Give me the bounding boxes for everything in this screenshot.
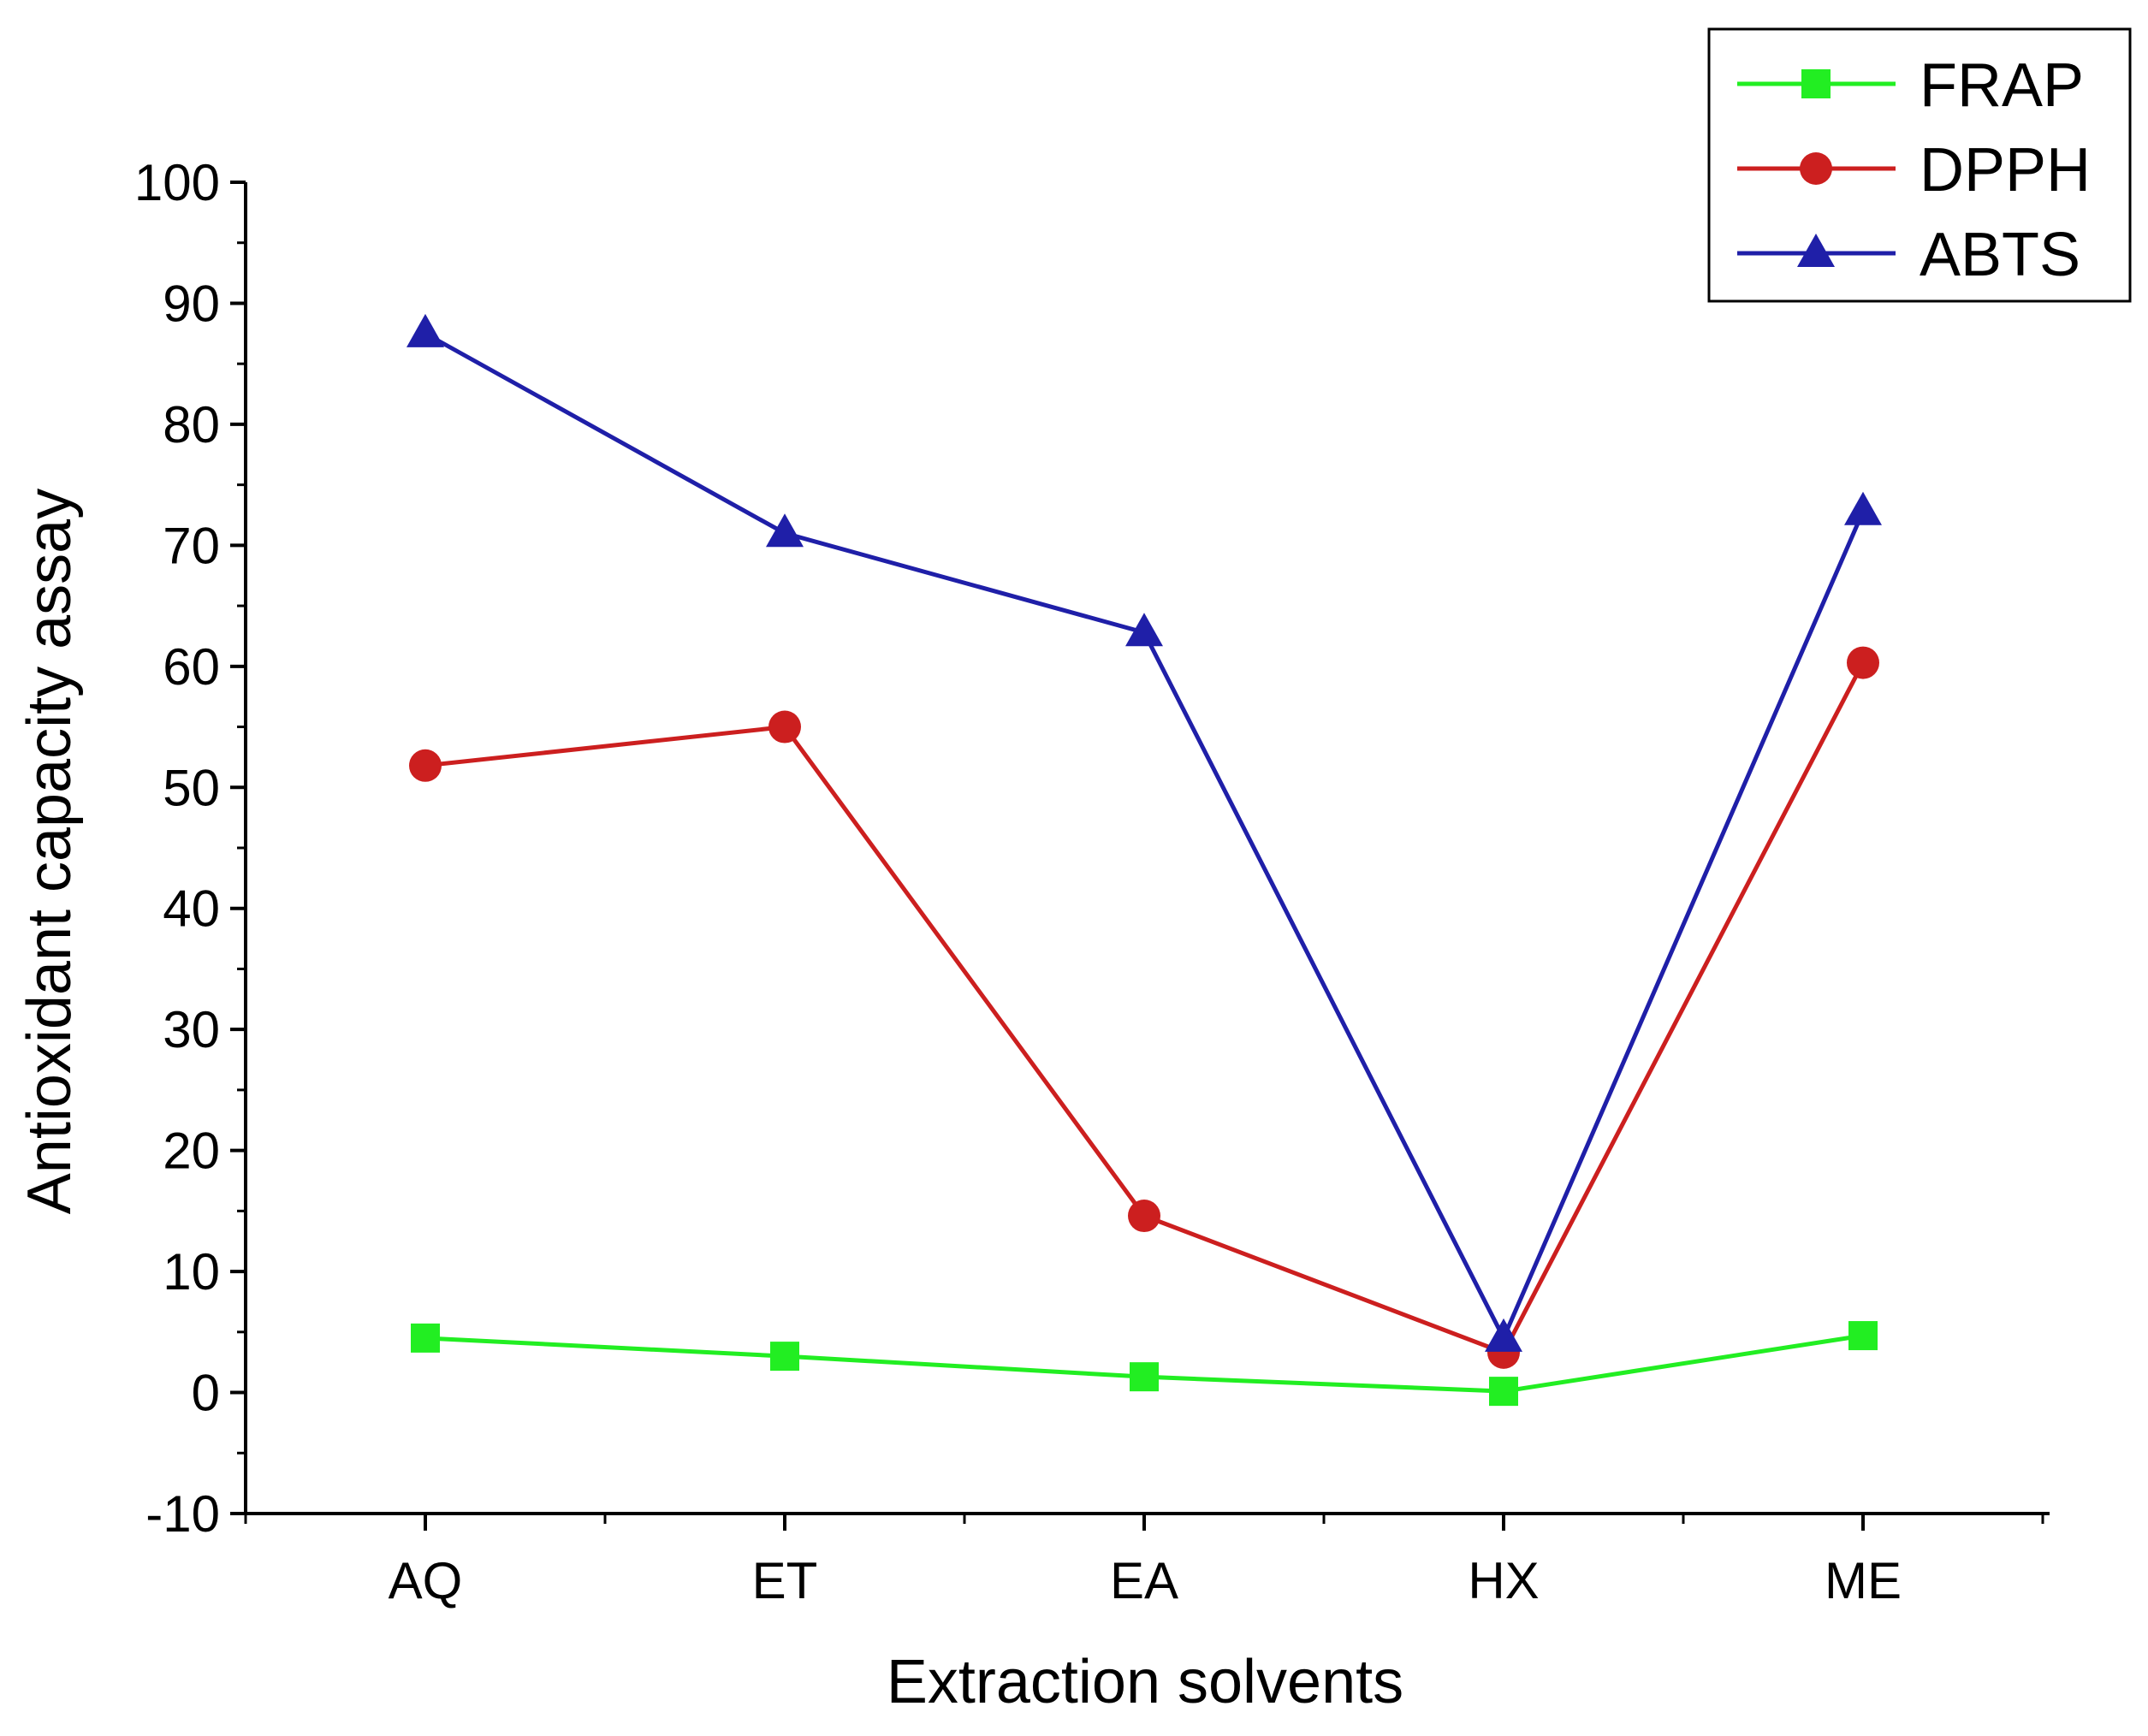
- y-tick-label: 20: [163, 1123, 220, 1180]
- legend-label-dpph: DPPH: [1920, 136, 2091, 204]
- legend-marker-frap: [1801, 69, 1831, 98]
- y-tick-label: 80: [163, 396, 220, 453]
- data-point-frap-aq: [411, 1323, 440, 1353]
- x-axis-title: Extraction solvents: [887, 1648, 1403, 1716]
- legend: FRAP DPPH ABTS: [1707, 27, 2132, 303]
- data-point-frap-et: [770, 1342, 799, 1372]
- series-layer: [406, 313, 1882, 1407]
- y-tick-label: 90: [163, 275, 220, 332]
- y-tick-label: 50: [163, 759, 220, 816]
- y-tick-label: -10: [145, 1485, 220, 1543]
- y-axis-ticks: -10 0 10 20 30 40 50 60 70 80 90 100: [134, 154, 246, 1543]
- data-point-abts-ea: [1125, 613, 1163, 647]
- x-axis-ticks: AQ ET EA HX ME: [244, 1514, 2044, 1609]
- legend-marker-abts: [1797, 234, 1835, 267]
- data-point-abts-me: [1844, 491, 1882, 525]
- data-point-abts-et: [766, 513, 804, 548]
- y-axis-title: Antioxidant capacity assay: [15, 489, 84, 1214]
- data-point-dpph-aq: [409, 749, 442, 782]
- y-tick-label: 40: [163, 880, 220, 938]
- legend-item-frap: FRAP: [1737, 51, 2084, 120]
- data-point-frap-hx: [1489, 1377, 1518, 1407]
- y-tick-label: 10: [163, 1243, 220, 1301]
- legend-marker-dpph: [1800, 152, 1832, 185]
- legend-label-abts: ABTS: [1920, 221, 2080, 289]
- data-point-dpph-et: [768, 710, 801, 744]
- x-tick-label-aq: AQ: [389, 1552, 463, 1609]
- data-point-frap-me: [1848, 1321, 1878, 1351]
- series-dpph: [409, 646, 1879, 1369]
- data-point-abts-aq: [406, 313, 444, 347]
- data-point-abts-hx: [1485, 1318, 1522, 1352]
- y-tick-label: 0: [192, 1365, 220, 1422]
- data-point-dpph-ea: [1128, 1200, 1160, 1233]
- x-tick-label-et: ET: [752, 1552, 818, 1609]
- data-point-frap-ea: [1130, 1362, 1159, 1392]
- data-point-dpph-me: [1847, 646, 1879, 679]
- legend-item-dpph: DPPH: [1737, 136, 2091, 204]
- y-tick-label: 70: [163, 517, 220, 574]
- y-tick-label: 60: [163, 638, 220, 696]
- x-tick-label-hx: HX: [1468, 1552, 1539, 1609]
- x-tick-label-ea: EA: [1110, 1552, 1178, 1609]
- legend-item-abts: ABTS: [1737, 221, 2080, 289]
- y-tick-label: 100: [134, 154, 220, 211]
- series-frap: [411, 1321, 1878, 1407]
- series-abts: [406, 313, 1882, 1352]
- x-tick-label-me: ME: [1825, 1552, 1902, 1609]
- y-tick-label: 30: [163, 1001, 220, 1058]
- legend-label-frap: FRAP: [1920, 51, 2084, 120]
- legend-box: [1707, 27, 2132, 303]
